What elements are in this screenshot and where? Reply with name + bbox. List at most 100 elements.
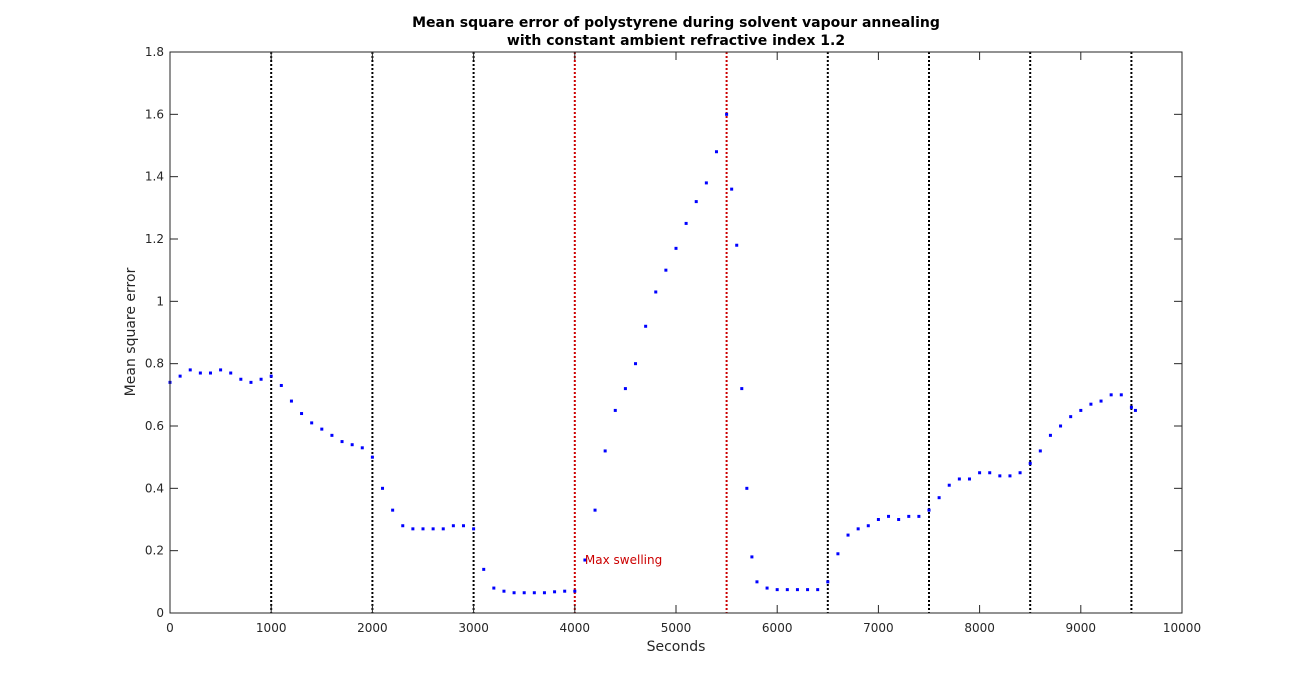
data-point: [1099, 399, 1103, 403]
data-point: [553, 590, 557, 594]
data-point: [441, 527, 445, 531]
data-point: [917, 514, 921, 518]
data-point: [178, 374, 182, 378]
data-point: [1028, 461, 1032, 465]
x-tick-label: 5000: [661, 621, 692, 635]
data-point: [887, 514, 891, 518]
data-point: [613, 408, 617, 412]
data-point: [978, 471, 982, 475]
data-point: [1133, 408, 1137, 412]
data-point: [198, 371, 202, 375]
x-tick-label: 3000: [458, 621, 489, 635]
x-axis-label: Seconds: [647, 639, 706, 655]
data-point: [451, 524, 455, 528]
data-point: [492, 586, 496, 590]
data-point: [542, 591, 546, 595]
data-point: [674, 246, 678, 250]
data-point: [806, 588, 810, 592]
data-point: [785, 588, 789, 592]
x-tick-label: 0: [166, 621, 174, 635]
data-point: [927, 508, 931, 512]
chart-title: Mean square error of polystyrene during …: [412, 15, 940, 31]
data-point: [593, 508, 597, 512]
y-tick-label: 0: [156, 606, 164, 620]
data-point: [694, 200, 698, 204]
y-tick-label: 0.8: [145, 357, 164, 371]
y-tick-label: 0.2: [145, 544, 164, 558]
y-tick-label: 1.8: [145, 45, 164, 59]
data-point: [846, 533, 850, 537]
x-tick-label: 6000: [762, 621, 793, 635]
data-point: [725, 112, 729, 116]
data-point: [684, 221, 688, 225]
data-point: [330, 433, 334, 437]
data-point: [563, 589, 567, 593]
data-point: [401, 524, 405, 528]
data-point: [704, 181, 708, 185]
data-point: [967, 477, 971, 481]
y-tick-label: 0.4: [145, 481, 164, 495]
data-point: [775, 588, 779, 592]
data-point: [421, 527, 425, 531]
data-point: [866, 524, 870, 528]
data-point: [1059, 424, 1063, 428]
data-point: [1018, 471, 1022, 475]
data-point: [826, 580, 830, 584]
data-point: [634, 362, 638, 366]
data-point: [1129, 405, 1133, 409]
data-point: [360, 446, 364, 450]
data-point: [381, 486, 385, 490]
data-point: [1048, 433, 1052, 437]
data-point: [1109, 393, 1113, 397]
x-tick-label: 10000: [1163, 621, 1201, 635]
data-point: [816, 588, 820, 592]
data-point: [208, 371, 212, 375]
data-point: [1089, 402, 1093, 406]
x-tick-label: 1000: [256, 621, 287, 635]
data-point: [957, 477, 961, 481]
data-point: [249, 380, 253, 384]
x-tick-label: 4000: [560, 621, 591, 635]
y-tick-label: 1.6: [145, 107, 164, 121]
x-tick-label: 7000: [863, 621, 894, 635]
x-tick-label: 2000: [357, 621, 388, 635]
data-point: [1069, 415, 1073, 419]
data-point: [714, 150, 718, 154]
data-point: [310, 421, 314, 425]
data-point: [269, 374, 273, 378]
data-point: [1038, 449, 1042, 453]
data-point: [300, 412, 304, 416]
data-point: [512, 591, 516, 595]
data-point: [836, 552, 840, 556]
data-point: [289, 399, 293, 403]
y-tick-label: 1: [156, 294, 164, 308]
data-point: [411, 527, 415, 531]
data-point: [730, 187, 734, 191]
data-point: [522, 591, 526, 595]
data-point: [897, 518, 901, 521]
max-swelling-annotation: Max swelling: [585, 553, 662, 567]
data-point: [320, 427, 324, 431]
x-tick-label: 9000: [1066, 621, 1097, 635]
data-point: [654, 290, 658, 294]
data-point: [603, 449, 607, 453]
data-point: [755, 580, 759, 584]
data-point: [988, 471, 992, 475]
data-point: [856, 527, 860, 531]
data-point: [745, 486, 749, 490]
data-point: [229, 371, 233, 375]
data-point: [340, 440, 344, 444]
x-axis: 0 1000 2000 3000 4000 5000 6000 7000 8000 9000 100…: [166, 52, 1201, 635]
data-point: [623, 387, 627, 391]
data-point: [876, 518, 880, 521]
data-point: [482, 567, 486, 571]
data-point: [1008, 474, 1012, 478]
data-point: [532, 591, 536, 595]
data-point: [472, 527, 476, 531]
data-point: [350, 443, 354, 447]
y-tick-label: 0.6: [145, 419, 164, 433]
data-point: [1079, 408, 1083, 412]
y-axis-label: Mean square error: [123, 267, 139, 396]
data-point: [937, 496, 941, 500]
data-point: [664, 268, 668, 272]
